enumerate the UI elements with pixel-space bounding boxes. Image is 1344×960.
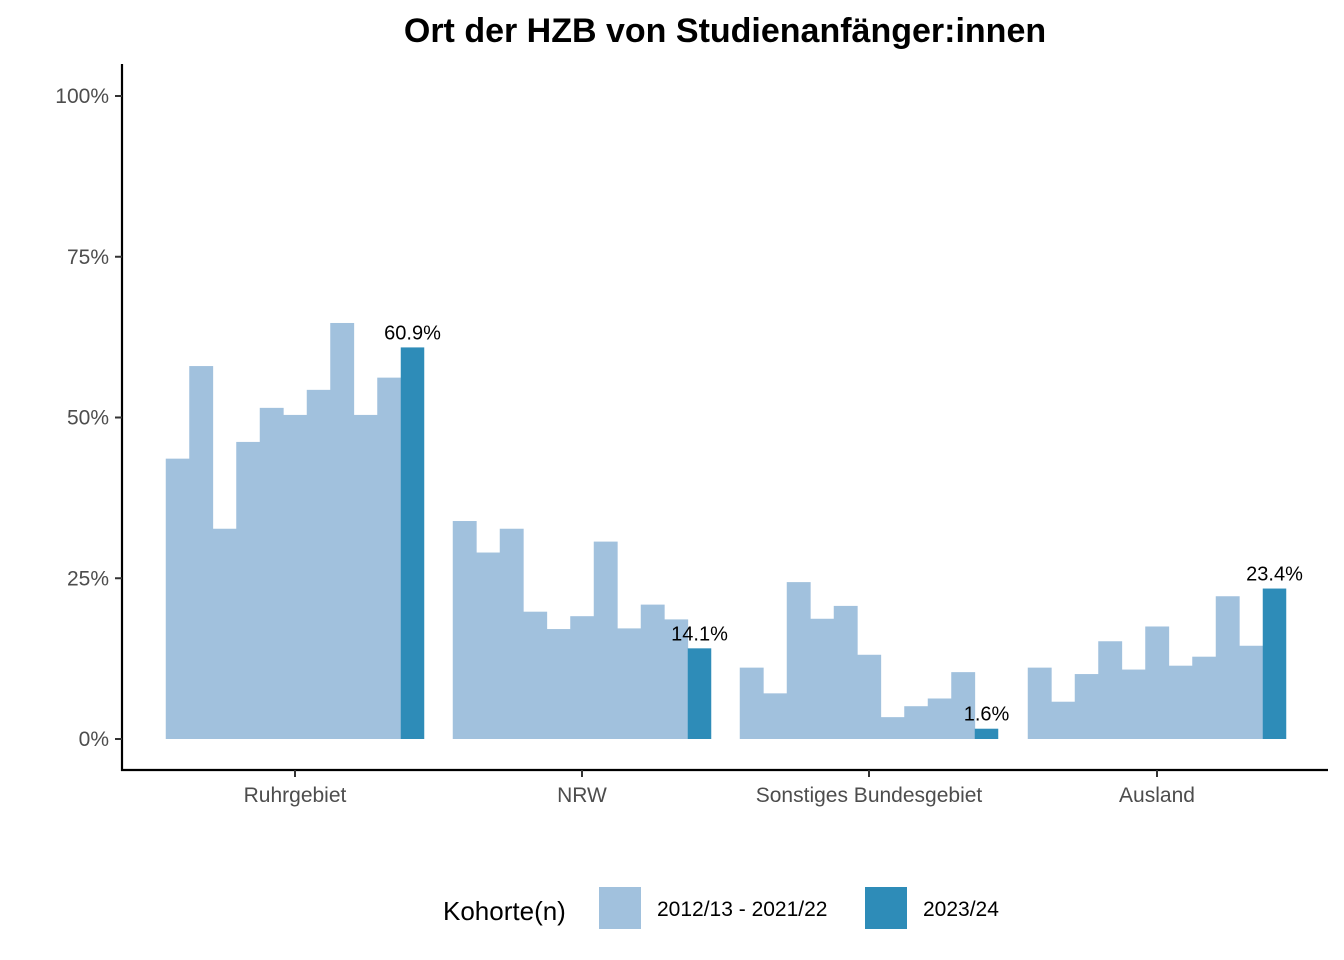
data-labels-layer: 60.9% 14.1% 1.6% 23.4% [384, 322, 1303, 725]
bar-history-3-0 [1027, 667, 1052, 739]
bar-history-3-8 [1215, 596, 1240, 739]
bar-history-2-5 [857, 654, 882, 739]
legend-title: Kohorte(n) [443, 896, 566, 926]
x-axis: Ruhrgebiet NRW Sonstiges Bundesgebiet Ausla… [121, 768, 1328, 807]
y-tick-label: 100% [55, 85, 109, 108]
bar-history-0-9 [377, 377, 402, 739]
legend: Kohorte(n) 2012/13 - 2021/22 2023/24 [443, 887, 999, 929]
bar-history-2-3 [810, 618, 835, 739]
bar-history-3-5 [1145, 626, 1170, 739]
bar-history-1-5 [570, 616, 595, 739]
bar-history-0-0 [165, 458, 190, 739]
bar-history-2-0 [739, 667, 764, 739]
bar-history-1-8 [640, 604, 665, 739]
bar-history-0-1 [189, 366, 214, 739]
y-tick-label: 75% [67, 246, 109, 269]
chart-title: Ort der HZB von Studienanfänger:innen [404, 12, 1046, 50]
bar-history-3-3 [1098, 641, 1123, 739]
x-tick-label: Ausland [1119, 784, 1195, 807]
bar-history-3-2 [1074, 674, 1099, 739]
bar-history-3-6 [1168, 665, 1193, 739]
bar-history-1-3 [523, 611, 548, 739]
bar-history-2-6 [880, 717, 905, 739]
legend-label-current: 2023/24 [923, 898, 999, 921]
bar-history-3-9 [1239, 645, 1264, 739]
bar-history-1-1 [476, 552, 501, 739]
bar-history-0-6 [306, 389, 331, 739]
bar-history-1-2 [499, 528, 524, 739]
data-label-1: 14.1% [671, 623, 728, 645]
bar-history-2-8 [927, 698, 952, 739]
y-tick-label: 25% [67, 567, 109, 590]
x-tick-label: NRW [557, 784, 607, 807]
y-tick-label: 0% [79, 728, 109, 751]
data-label-2: 1.6% [964, 704, 1010, 726]
legend-swatch-history [599, 887, 641, 929]
y-axis: 0% 25% 50% 75% 100% [55, 64, 124, 771]
legend-swatch-current [865, 887, 907, 929]
legend-label-history: 2012/13 - 2021/22 [657, 898, 827, 921]
bar-current-0 [400, 347, 425, 739]
data-label-0: 60.9% [384, 322, 441, 344]
bar-current-3 [1262, 588, 1287, 739]
bar-history-2-1 [763, 693, 788, 739]
data-label-3: 23.4% [1246, 564, 1303, 586]
bar-history-0-5 [283, 414, 308, 739]
bar-history-1-7 [617, 628, 642, 739]
bar-history-2-7 [904, 706, 929, 739]
bar-current-1 [687, 648, 712, 739]
x-tick-label: Ruhrgebiet [244, 784, 347, 807]
x-tick-label: Sonstiges Bundesgebiet [756, 784, 983, 807]
bar-history-0-2 [212, 528, 237, 739]
bar-history-1-9 [664, 619, 689, 739]
bar-history-1-0 [452, 521, 477, 739]
bar-history-2-4 [833, 605, 858, 739]
bar-history-3-1 [1051, 701, 1076, 739]
bar-history-0-4 [259, 407, 284, 739]
bar-history-2-2 [786, 582, 811, 739]
bar-history-0-8 [353, 414, 378, 739]
bar-history-3-7 [1192, 656, 1217, 739]
bar-history-1-6 [593, 541, 618, 739]
bar-history-3-4 [1121, 669, 1146, 739]
bar-history-0-7 [330, 322, 355, 739]
bar-history-0-3 [236, 441, 261, 739]
bars-layer [165, 322, 1287, 739]
y-tick-label: 50% [67, 407, 109, 430]
bar-history-2-9 [951, 672, 976, 739]
bar-current-2 [974, 728, 999, 739]
bar-history-1-4 [546, 629, 571, 739]
